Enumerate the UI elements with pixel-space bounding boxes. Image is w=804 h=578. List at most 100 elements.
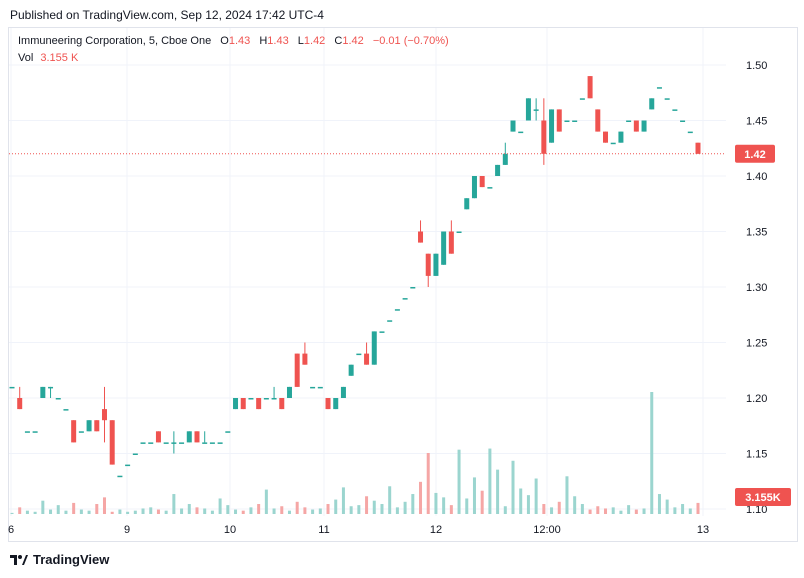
candle-body xyxy=(294,353,300,387)
volume-bar xyxy=(95,504,99,514)
volume-bar xyxy=(164,510,168,514)
candle-body xyxy=(302,353,308,365)
candle-body xyxy=(202,442,208,444)
candle-body xyxy=(495,164,501,176)
candle-body xyxy=(71,420,77,443)
volume-bar xyxy=(25,510,29,514)
x-tick-label: 12:00 xyxy=(533,524,561,536)
tradingview-logo[interactable]: TradingView xyxy=(10,552,109,567)
candle-body xyxy=(549,109,555,143)
volume-bar xyxy=(64,510,68,514)
volume-bar xyxy=(442,497,446,514)
volume-bar xyxy=(472,477,476,514)
volume-bar xyxy=(573,496,577,514)
last-volume-label: 3.155K xyxy=(745,492,781,504)
candle-body xyxy=(695,142,701,154)
volume-bar xyxy=(611,507,615,514)
volume-bar xyxy=(388,486,392,514)
x-tick-label: 13 xyxy=(697,524,709,536)
volume-bar xyxy=(287,510,291,514)
volume-bar xyxy=(419,481,423,514)
volume-bar xyxy=(403,501,407,514)
candle-body xyxy=(572,120,578,122)
candle-body xyxy=(340,386,346,398)
y-tick-label: 1.15 xyxy=(746,449,767,461)
candle-body xyxy=(587,76,593,99)
volume-bar xyxy=(87,510,91,514)
volume-bar xyxy=(149,507,153,514)
candle-body xyxy=(171,442,177,444)
volume-bar xyxy=(395,507,399,514)
candle-body xyxy=(687,131,693,134)
y-tick-label: 1.35 xyxy=(746,227,767,239)
tradingview-logo-icon xyxy=(10,554,28,565)
volume-bar xyxy=(318,508,322,514)
candle-body xyxy=(664,98,670,100)
volume-bar xyxy=(241,510,245,514)
candle-body xyxy=(40,386,46,398)
candle-body xyxy=(163,442,169,444)
volume-bar xyxy=(457,449,461,514)
candle-body xyxy=(63,409,69,411)
candle-body xyxy=(310,386,316,389)
volume-legend: Vol 3.155 K xyxy=(18,52,78,64)
candle-body xyxy=(325,398,331,410)
candle-body xyxy=(379,331,385,333)
volume-bar xyxy=(511,460,515,514)
volume-bar xyxy=(365,496,369,514)
volume-bar xyxy=(681,504,685,514)
volume-bar xyxy=(557,501,561,514)
volume-bar xyxy=(380,504,384,514)
legend-close-value: 1.42 xyxy=(342,35,364,47)
x-tick-label: 9 xyxy=(124,524,130,536)
volume-bar xyxy=(226,505,230,514)
y-tick-label: 1.50 xyxy=(746,60,767,72)
last-volume-badge xyxy=(735,488,791,506)
volume-bar xyxy=(295,501,299,514)
volume-bar xyxy=(18,507,22,514)
candle-body xyxy=(595,109,601,132)
x-tick-label: 11 xyxy=(318,524,329,536)
candle-body xyxy=(317,386,323,389)
volume-bar xyxy=(665,499,669,514)
candle-body xyxy=(225,431,231,433)
candle-body xyxy=(17,398,23,410)
legend-open-label: O xyxy=(220,35,229,47)
volume-bar xyxy=(519,488,523,514)
volume-bar xyxy=(311,509,315,514)
volume-bar xyxy=(650,392,654,514)
candle-body xyxy=(86,420,92,432)
volume-bar xyxy=(72,502,76,514)
volume-bar xyxy=(33,511,37,514)
legend-high-label: H xyxy=(259,35,268,47)
candle-body xyxy=(633,120,639,132)
volume-bar xyxy=(480,490,484,514)
candle-body xyxy=(94,420,100,432)
candle-body xyxy=(271,398,277,400)
volume-bar xyxy=(326,504,330,514)
volume-bar xyxy=(126,511,130,514)
volume-bar xyxy=(210,510,214,514)
last-price-label: 1.42 xyxy=(744,149,765,161)
volume-bar xyxy=(688,508,692,514)
volume-bar xyxy=(10,512,14,514)
volume-bar xyxy=(102,497,106,514)
volume-bar xyxy=(334,499,338,514)
legend-low-label: L xyxy=(297,35,304,47)
candle-body xyxy=(579,98,585,100)
candle-body xyxy=(155,431,161,443)
candle-body xyxy=(533,109,539,111)
legend-open-value: 1.43 xyxy=(228,35,251,47)
tradingview-brand-text: TradingView xyxy=(33,552,110,567)
volume-bar xyxy=(673,507,677,514)
volume-bar xyxy=(280,506,284,514)
volume-bar xyxy=(465,498,469,514)
candle-body xyxy=(649,98,655,110)
legend-low-value: 1.42 xyxy=(303,35,326,47)
grid xyxy=(9,28,726,516)
candle-body xyxy=(502,153,508,165)
candle-body xyxy=(140,442,146,444)
volume-bar xyxy=(264,489,268,514)
candle-body xyxy=(656,87,662,89)
